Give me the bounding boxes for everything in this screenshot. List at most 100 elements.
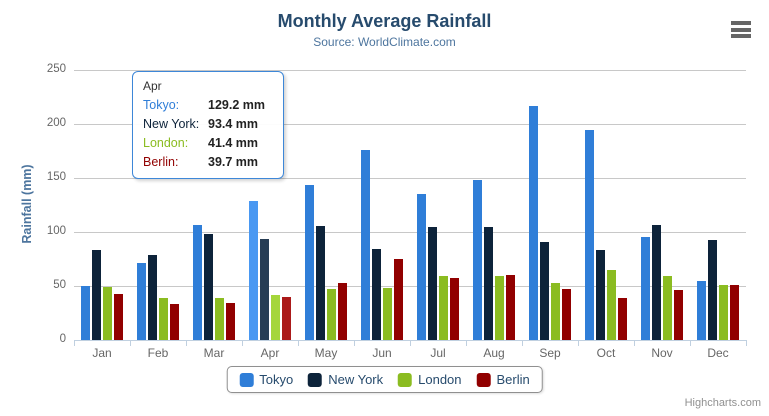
tooltip: Apr Tokyo: 129.2 mm New York: 93.4 mm London… <box>132 71 284 179</box>
x-axis-label-jul: Jul <box>430 346 446 360</box>
bar-berlin-mar[interactable] <box>226 302 235 340</box>
bar-london-nov[interactable] <box>663 276 672 340</box>
legend-swatch-icon <box>398 372 413 387</box>
tooltip-row: Berlin: 39.7 mm <box>143 154 273 170</box>
x-axis-tick <box>746 341 747 346</box>
bar-london-feb[interactable] <box>159 298 168 340</box>
legend-swatch-icon <box>239 372 254 387</box>
x-axis-label-jan: Jan <box>92 346 112 360</box>
bar-new-york-jun[interactable] <box>372 248 381 340</box>
legend-item-london[interactable]: London <box>398 372 462 387</box>
bar-new-york-sep[interactable] <box>540 241 549 340</box>
x-axis-tick <box>130 341 131 346</box>
bar-berlin-dec[interactable] <box>730 284 739 340</box>
bar-new-york-dec[interactable] <box>708 240 717 340</box>
bar-london-sep[interactable] <box>551 283 560 340</box>
bar-berlin-oct[interactable] <box>618 297 627 340</box>
category-jul: Jul <box>410 70 466 360</box>
category-feb: Feb <box>130 70 186 360</box>
category-jan: Jan <box>74 70 130 360</box>
tooltip-series-label: Berlin: <box>143 155 179 169</box>
credits-link[interactable]: Highcharts.com <box>684 397 761 409</box>
category-oct: Oct <box>578 70 634 360</box>
bar-berlin-may[interactable] <box>338 283 347 340</box>
legend-swatch-icon <box>308 372 323 387</box>
bar-tokyo-jan[interactable] <box>81 286 90 340</box>
bar-london-aug[interactable] <box>495 275 504 340</box>
legend: Tokyo New York London Berlin <box>226 366 543 393</box>
x-axis-tick <box>466 341 467 346</box>
x-axis-label-sep: Sep <box>539 346 561 360</box>
bar-berlin-sep[interactable] <box>562 288 571 340</box>
bar-berlin-nov[interactable] <box>674 289 683 340</box>
bar-tokyo-oct[interactable] <box>585 130 594 340</box>
bar-new-york-jan[interactable] <box>92 249 101 340</box>
bar-new-york-oct[interactable] <box>596 249 605 340</box>
y-axis-label-250: 250 <box>46 63 66 75</box>
x-axis-tick <box>74 341 75 346</box>
bar-london-may[interactable] <box>327 289 336 340</box>
y-axis-label-100: 100 <box>46 225 66 237</box>
legend-item-tokyo[interactable]: Tokyo <box>239 372 293 387</box>
bar-tokyo-nov[interactable] <box>641 236 650 340</box>
gridline-200 <box>74 124 746 125</box>
bar-new-york-jul[interactable] <box>428 226 437 340</box>
y-axis-label-50: 50 <box>53 279 66 291</box>
tooltip-series-label: Tokyo: <box>143 98 180 112</box>
tooltip-series-value: 93.4 mm <box>208 117 259 131</box>
bar-berlin-aug[interactable] <box>506 274 515 340</box>
bar-berlin-jul[interactable] <box>450 278 459 340</box>
legend-item-new-york[interactable]: New York <box>308 372 383 387</box>
bar-london-jun[interactable] <box>383 287 392 340</box>
hamburger-icon <box>731 21 751 25</box>
context-menu-button[interactable] <box>727 19 755 45</box>
category-jun: Jun <box>354 70 410 360</box>
bar-berlin-jun[interactable] <box>394 258 403 340</box>
legend-swatch-icon <box>476 372 491 387</box>
category-nov: Nov <box>634 70 690 360</box>
tooltip-series-label: New York: <box>143 117 200 131</box>
bar-tokyo-may[interactable] <box>305 184 314 340</box>
x-axis-label-mar: Mar <box>203 346 225 360</box>
bar-berlin-apr[interactable] <box>282 297 291 340</box>
x-axis-label-may: May <box>314 346 338 360</box>
bar-london-jan[interactable] <box>103 287 112 340</box>
bar-tokyo-feb[interactable] <box>137 262 146 340</box>
bar-tokyo-aug[interactable] <box>473 179 482 340</box>
bar-london-jul[interactable] <box>439 276 448 340</box>
tooltip-series-label: London: <box>143 136 189 150</box>
legend-label: Tokyo <box>259 372 294 387</box>
tooltip-row: Tokyo: 129.2 mm <box>143 97 273 113</box>
bar-new-york-mar[interactable] <box>204 233 213 340</box>
bar-berlin-jan[interactable] <box>114 294 123 340</box>
bar-tokyo-apr[interactable] <box>249 200 258 340</box>
tooltip-category: Apr <box>143 79 162 93</box>
bar-new-york-apr[interactable] <box>260 239 269 340</box>
bar-new-york-nov[interactable] <box>652 224 661 340</box>
bar-london-apr[interactable] <box>271 295 280 340</box>
bar-tokyo-sep[interactable] <box>529 106 538 340</box>
bar-new-york-aug[interactable] <box>484 227 493 340</box>
y-axis-label-150: 150 <box>46 171 66 183</box>
bar-london-mar[interactable] <box>215 297 224 340</box>
bar-london-oct[interactable] <box>607 269 616 340</box>
bar-london-dec[interactable] <box>719 284 728 340</box>
x-axis-label-aug: Aug <box>483 346 505 360</box>
tooltip-row: New York: 93.4 mm <box>143 116 273 132</box>
category-dec: Dec <box>690 70 746 360</box>
bar-new-york-feb[interactable] <box>148 254 157 340</box>
bar-tokyo-dec[interactable] <box>697 281 706 340</box>
plot-area <box>74 70 746 340</box>
bar-tokyo-jul[interactable] <box>417 193 426 340</box>
bar-tokyo-mar[interactable] <box>193 225 202 340</box>
gridline-150 <box>74 178 746 179</box>
y-axis-label-200: 200 <box>46 117 66 129</box>
bar-berlin-feb[interactable] <box>170 304 179 340</box>
bar-tokyo-jun[interactable] <box>361 149 370 340</box>
category-mar: Mar <box>186 70 242 360</box>
legend-item-berlin[interactable]: Berlin <box>476 372 530 387</box>
x-axis-tick <box>298 341 299 346</box>
legend-label: London <box>418 372 462 387</box>
bar-new-york-may[interactable] <box>316 225 325 340</box>
